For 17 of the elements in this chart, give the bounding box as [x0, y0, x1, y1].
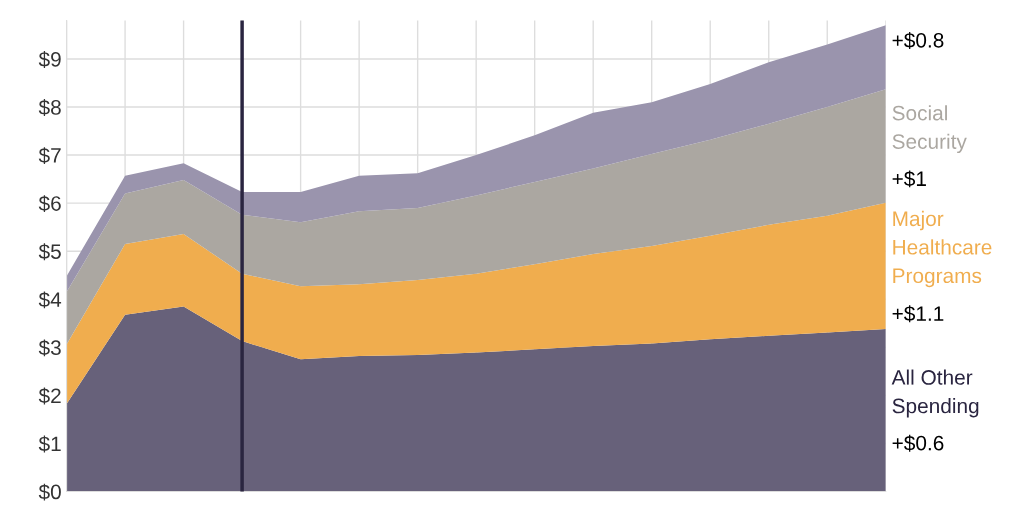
- text: +$1.1: [892, 305, 944, 323]
- y-tick-label: $0: [38, 483, 61, 501]
- y-tick-label: $1: [38, 435, 61, 453]
- series-label: All Other Spending: [891, 369, 979, 418]
- text: +$1: [892, 170, 926, 188]
- y-tick-label: $3: [38, 339, 61, 357]
- series-label: Major Healthcare Programs: [893, 210, 992, 288]
- series-label: Social Security: [892, 105, 967, 154]
- y-tick-label: $4: [38, 291, 62, 309]
- text: +$0.8: [892, 32, 944, 49]
- y-tick-label: $5: [38, 243, 61, 261]
- y-tick-label: $2: [38, 387, 61, 405]
- y-tick-label: $9: [38, 51, 61, 68]
- y-tick-label: $6: [38, 195, 61, 213]
- y-tick-label: $8: [38, 99, 61, 116]
- text: +$0.6: [892, 434, 944, 452]
- y-tick-label: $7: [38, 147, 61, 165]
